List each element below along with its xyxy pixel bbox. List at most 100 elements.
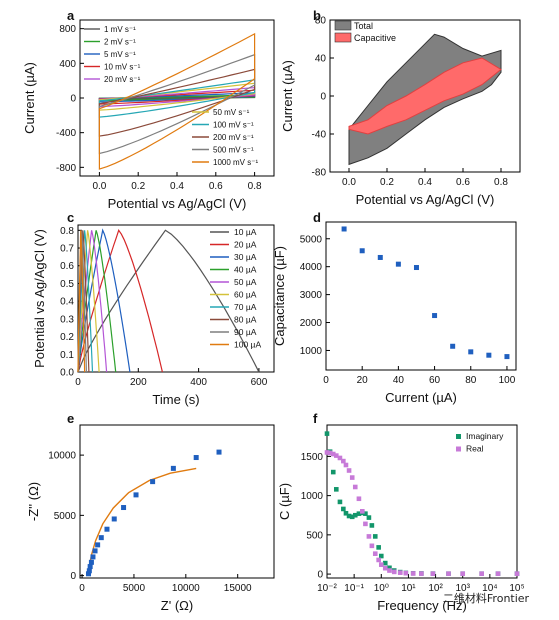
data-point (330, 469, 336, 475)
x-tick-label: 600 (251, 377, 268, 388)
x-axis-label: Potential vs Ag/AgCl (V) (108, 196, 247, 211)
data-point (460, 571, 466, 576)
x-tick-label: 10² (428, 583, 443, 594)
cv-curve (98, 79, 256, 118)
gcd-curve (77, 230, 108, 373)
panel-e-nyquist-plot: 0 5000 10000 15000 0 5000 10000 Z' (Ω) -Z'' (Ω) (26, 424, 275, 613)
data-point (514, 571, 520, 576)
panel-letter-f: f (313, 411, 318, 426)
legend-label: 20 mV s⁻¹ (104, 75, 141, 84)
plot-frame (326, 424, 518, 579)
data-point (95, 542, 101, 548)
data-point (369, 523, 375, 528)
panel-letter-e: e (67, 411, 74, 426)
data-point (341, 506, 346, 512)
x-tick-label: 10⁻² (317, 583, 337, 594)
legend-label: 60 µA (234, 290, 257, 300)
data-point (363, 521, 368, 527)
gcd-curve (77, 230, 86, 373)
x-tick-label: 10000 (172, 583, 200, 594)
legend-label: 5 mV s⁻¹ (104, 50, 136, 59)
legend-label: 50 mV s⁻¹ (213, 108, 250, 117)
legend-label: 40 µA (234, 265, 257, 275)
data-point (352, 484, 358, 490)
x-axis-label: Z' (Ω) (161, 598, 193, 613)
legend-swatch (334, 20, 352, 31)
cv-curve (98, 68, 256, 137)
panel-letter-c: c (67, 210, 74, 225)
y-tick-label: 1000 (300, 346, 323, 357)
x-tick-label: 10⁵ (509, 583, 524, 594)
legend-swatch (456, 434, 461, 439)
data-point (446, 571, 451, 576)
data-point (343, 462, 349, 468)
data-point (387, 565, 392, 571)
y-tick-label: -40 (312, 130, 327, 141)
x-tick-label: 0.4 (170, 181, 184, 192)
legend-label: Real (466, 444, 484, 454)
legend-label: Total (354, 21, 373, 31)
data-point (349, 475, 355, 480)
data-point (86, 571, 92, 577)
data-point (356, 511, 362, 516)
legend-label: 90 µA (234, 327, 257, 337)
gcd-curve (77, 229, 260, 373)
data-point (111, 516, 117, 522)
legend-label: Capacitive (354, 33, 396, 43)
x-axis-label: Current (µA) (385, 390, 457, 405)
gcd-curve (77, 228, 163, 373)
data-point (133, 492, 139, 498)
panel-b-capacitive-contribution: 0.0 0.2 0.4 0.6 0.8 -80 -40 0 40 80 Potential vs A… (280, 16, 521, 207)
x-tick-label: 80 (465, 375, 477, 386)
data-point (216, 449, 222, 455)
gcd-curve (77, 228, 131, 373)
legend-label: 2 mV s⁻¹ (104, 38, 136, 47)
data-point (337, 499, 343, 505)
data-point (170, 465, 176, 471)
x-axis-label: Frequency (Hz) (377, 598, 467, 613)
legend-label: 100 mV s⁻¹ (213, 121, 254, 130)
data-point (337, 455, 343, 461)
legend-label: 1000 mV s⁻¹ (213, 158, 258, 167)
data-point (349, 514, 355, 520)
legend-label: 50 µA (234, 277, 257, 287)
legend-label: 200 mV s⁻¹ (213, 133, 254, 142)
y-tick-label: 0.5 (60, 279, 74, 290)
legend-label: 20 µA (234, 240, 257, 250)
x-tick-label: 10⁰ (374, 583, 389, 594)
data-point (403, 570, 409, 576)
x-tick-label: 0.0 (342, 177, 356, 188)
x-tick-label: 0.8 (248, 181, 262, 192)
x-tick-label: 0.8 (494, 177, 508, 188)
y-axis-label: Current (µA) (22, 62, 37, 134)
y-tick-label: 40 (315, 54, 327, 65)
data-point (87, 564, 93, 570)
data-point (378, 562, 384, 567)
legend-label: 10 µA (234, 227, 257, 237)
x-tick-label: 100 (499, 375, 516, 386)
data-point (324, 431, 330, 436)
data-point (450, 343, 456, 349)
data-point (327, 450, 333, 456)
x-tick-label: 10⁻¹ (344, 583, 364, 594)
data-point (363, 511, 368, 516)
data-point (376, 545, 381, 550)
cv-curve (98, 32, 256, 170)
data-point (366, 534, 372, 539)
y-tick-label: 800 (59, 24, 76, 35)
y-tick-label: 4000 (300, 262, 323, 273)
y-tick-label: 0.6 (60, 261, 74, 272)
data-point (410, 571, 416, 576)
data-point (432, 313, 438, 319)
plot-frame (79, 424, 275, 579)
panel-f-capacitance-vs-frequency: 10⁻² 10⁻¹ 10⁰ 10¹ 10² 10³ 10⁴ 10⁵ 0 500 1000 1500 Fr… (277, 424, 525, 613)
data-point (356, 496, 362, 502)
y-tick-label: 0 (70, 571, 76, 582)
y-tick-label: 0.1 (60, 350, 74, 361)
y-tick-label: -400 (56, 128, 76, 139)
legend-swatch (334, 32, 352, 43)
cv-curve (98, 53, 256, 155)
data-point (430, 571, 436, 576)
data-point (419, 571, 424, 576)
legend-label: 10 mV s⁻¹ (104, 63, 141, 72)
